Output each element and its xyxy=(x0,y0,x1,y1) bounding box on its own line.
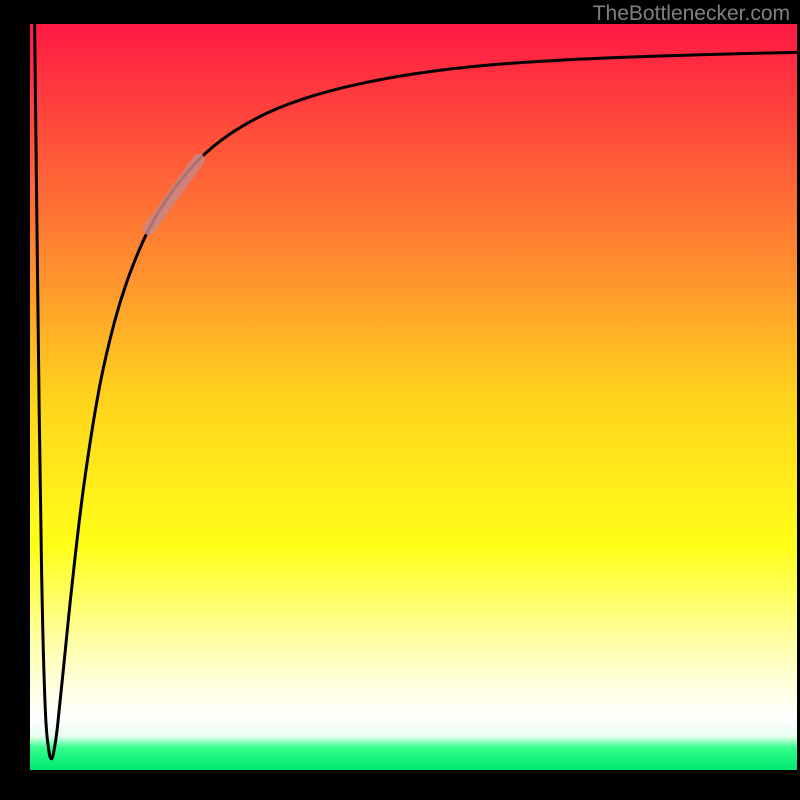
plot-background xyxy=(30,24,797,770)
attribution-text: TheBottlenecker.com xyxy=(593,2,790,26)
border-bottom xyxy=(0,770,800,800)
border-left xyxy=(0,0,30,800)
bottleneck-chart xyxy=(0,0,800,800)
